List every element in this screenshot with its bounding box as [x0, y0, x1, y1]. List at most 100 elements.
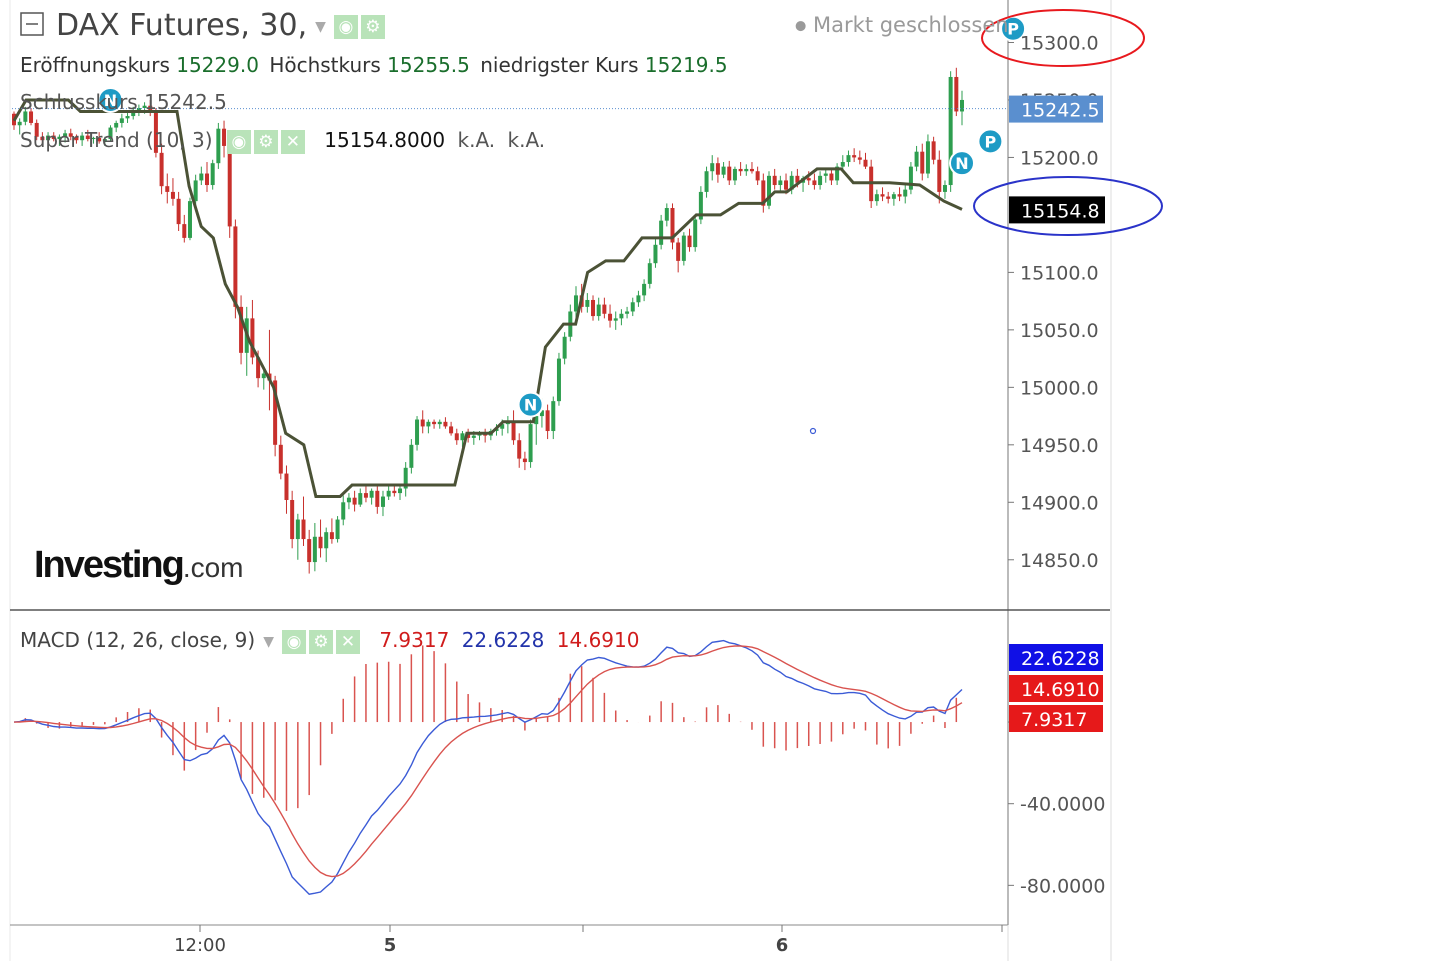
supertrend-line [12, 98, 963, 498]
candle [931, 136, 936, 165]
gear-icon[interactable]: ⚙ [360, 14, 385, 39]
collapse-icon[interactable] [20, 12, 44, 40]
candle [664, 203, 669, 227]
y-tick-label: 15000.0 [1020, 377, 1099, 399]
candle [545, 404, 550, 440]
candle [176, 191, 181, 232]
candle [846, 150, 851, 167]
signal-marker-label: N [104, 91, 117, 110]
candle [170, 178, 175, 206]
eye-icon[interactable]: ◉ [281, 629, 306, 654]
signal-marker[interactable]: P [977, 128, 1004, 155]
chevron-down-icon[interactable]: ▼ [263, 633, 274, 650]
high-label: Höchstkurs [269, 53, 381, 77]
close-value: 15242.5 [144, 90, 227, 114]
macd-line-value: 22.6228 [461, 628, 545, 652]
candle [886, 191, 891, 204]
macd-line-box: 22.6228 [1009, 644, 1103, 671]
candle [738, 162, 743, 176]
candle [903, 185, 908, 204]
candle [891, 191, 896, 206]
gear-icon[interactable]: ⚙ [253, 129, 278, 154]
eye-icon[interactable]: ◉ [333, 14, 358, 39]
symbol-title[interactable]: DAX Futures, 30, ▼ ◉ ⚙ [56, 8, 388, 43]
candle [619, 309, 624, 326]
candle [108, 125, 113, 142]
candle [165, 173, 170, 204]
macd-y-axis[interactable]: 0.0000-40.0000-80.000022.622814.69107.93… [1008, 644, 1105, 897]
price-y-axis[interactable]: 15300.015250.015200.015100.015050.015000… [1008, 32, 1105, 572]
candle [409, 439, 414, 474]
symbol-title-text: DAX Futures, 30, [56, 8, 308, 43]
candle [835, 163, 840, 186]
candle [335, 516, 340, 543]
y-tick-label: 15050.0 [1020, 320, 1099, 342]
signal-marker[interactable]: P [1000, 15, 1027, 42]
candle [51, 132, 56, 142]
candle [727, 160, 732, 186]
chevron-down-icon[interactable]: ▼ [315, 18, 326, 35]
macd-signal-line [13, 645, 963, 878]
candle [210, 159, 215, 190]
candle [352, 490, 357, 512]
candle [380, 490, 385, 517]
na-value-2: k.A. [507, 128, 546, 152]
candle [426, 419, 431, 434]
candle [857, 150, 862, 165]
candle [704, 166, 709, 198]
signal-marker[interactable]: N [949, 150, 975, 177]
candle [676, 237, 681, 273]
candle [437, 419, 442, 429]
supertrend-label[interactable]: Super Trend (10, 3) [20, 128, 213, 152]
candle [596, 297, 601, 321]
crosshair-dot [809, 427, 817, 435]
time-x-axis[interactable]: 12:00 5 6 [174, 925, 1003, 956]
open-label: Eröffnungskurs [20, 53, 170, 77]
blue-annotation-ellipse [973, 176, 1163, 236]
candle [920, 143, 925, 181]
candle [874, 189, 879, 206]
macd-hist-value: 7.9317 [379, 628, 450, 652]
close-icon[interactable]: ✕ [335, 629, 360, 654]
y-tick-label: 15200.0 [1020, 147, 1099, 169]
candle [403, 462, 408, 497]
candle [346, 493, 351, 510]
signal-marker[interactable]: N [517, 391, 544, 418]
market-status-text: Markt geschlossen [813, 13, 1009, 37]
candle [670, 203, 675, 250]
supertrend-price-box-text: 15154.8 [1021, 200, 1100, 222]
candle [749, 162, 754, 174]
macd-label[interactable]: MACD (12, 26, close, 9) [20, 628, 256, 652]
eye-icon[interactable]: ◉ [226, 129, 251, 154]
candle [222, 120, 227, 158]
candle [948, 71, 953, 192]
candle [153, 108, 158, 158]
candle [460, 431, 465, 448]
candle [375, 486, 380, 514]
candle [187, 197, 192, 241]
candle [29, 108, 34, 126]
candle [261, 368, 266, 390]
macd-pane[interactable] [13, 639, 963, 895]
macd-signal-box: 14.6910 [1009, 675, 1103, 702]
close-row: Schlusskurs 15242.5 [20, 90, 227, 114]
candle [585, 293, 590, 313]
candle [818, 171, 823, 190]
logo-brand: Investing [34, 544, 185, 586]
supertrend-price-box: 15154.8 [1009, 196, 1105, 224]
high-value: 15255.5 [387, 53, 470, 77]
investing-logo: Investing.com [34, 544, 244, 587]
close-icon[interactable]: ✕ [280, 129, 305, 154]
x-tick-label: 5 [384, 935, 397, 956]
candle [17, 118, 22, 135]
candle [318, 519, 323, 558]
candle [363, 485, 368, 503]
candle [908, 162, 913, 195]
signal-marker-label: N [955, 154, 968, 173]
candle [131, 106, 136, 120]
gear-icon[interactable]: ⚙ [308, 629, 333, 654]
candle [102, 136, 107, 146]
candle [295, 513, 300, 560]
signal-marker[interactable]: N [97, 86, 124, 113]
